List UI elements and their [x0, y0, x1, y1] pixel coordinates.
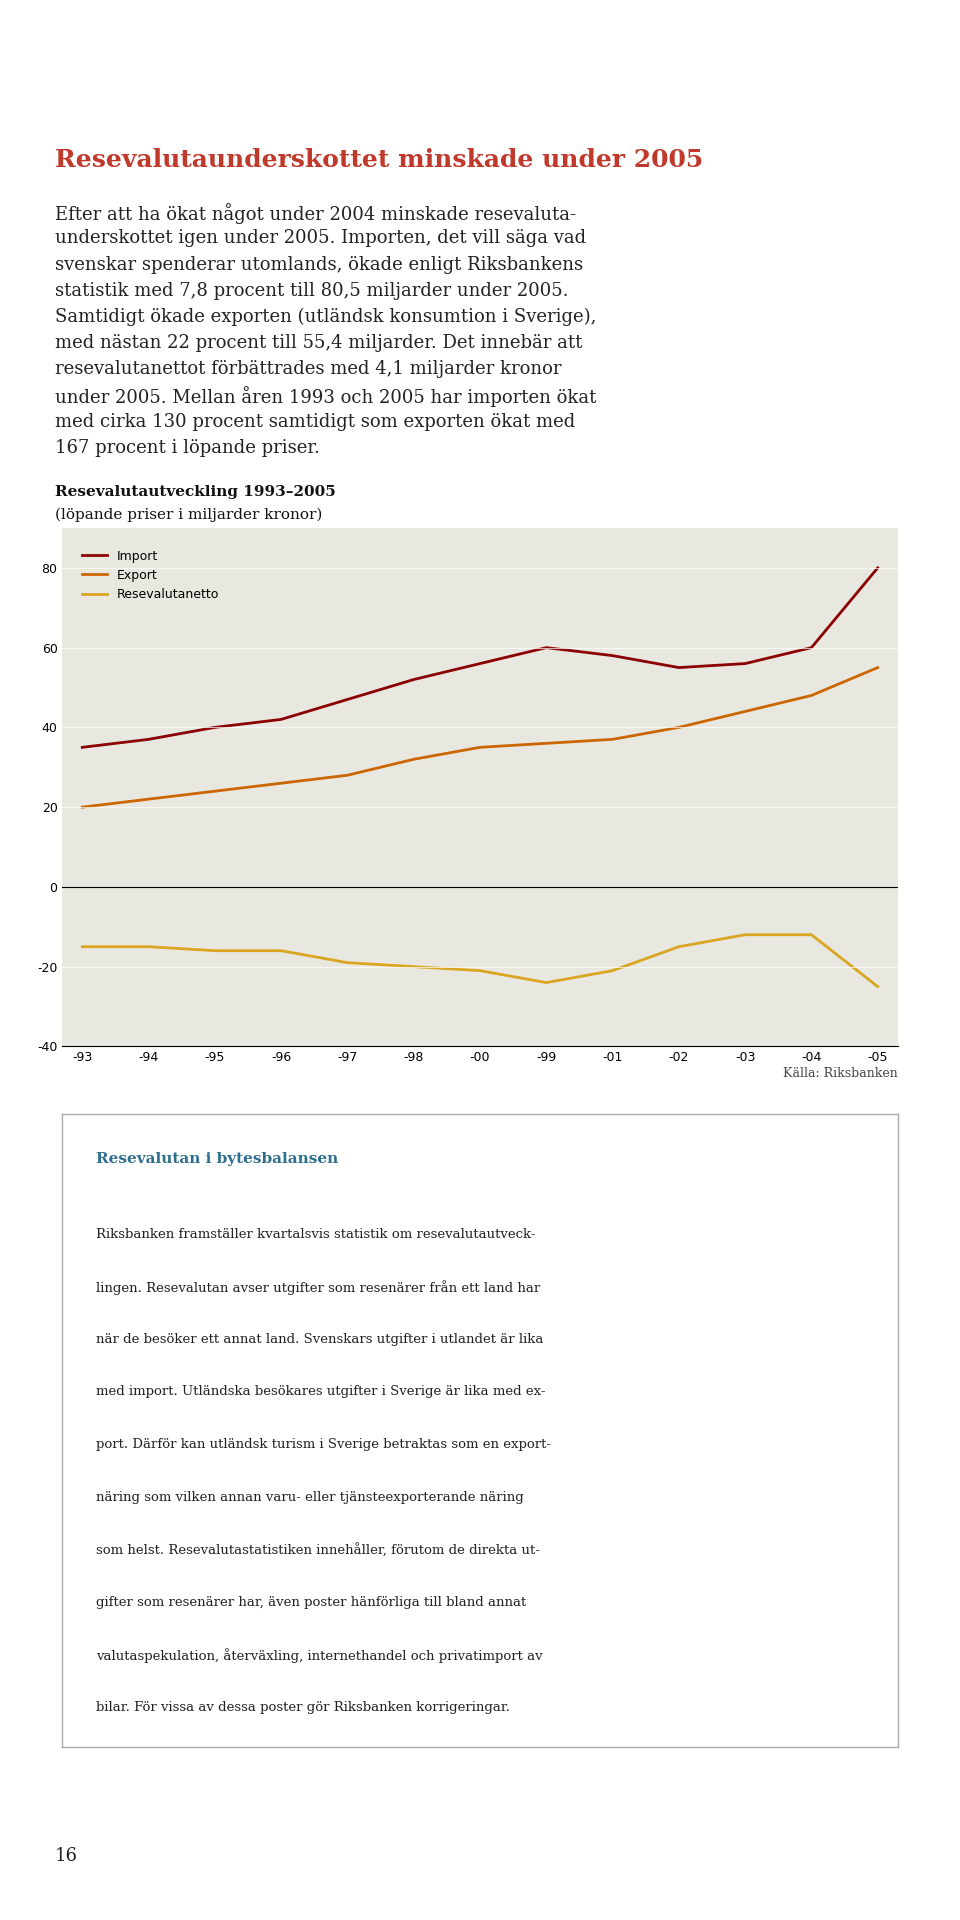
Text: gifter som resenärer har, även poster hänförliga till bland annat: gifter som resenärer har, även poster hä…: [96, 1596, 526, 1609]
Text: svenskar spenderar utomlands, ökade enligt Riksbankens: svenskar spenderar utomlands, ökade enli…: [55, 255, 583, 273]
Text: Efter att ha ökat något under 2004 minskade resevaluta-: Efter att ha ökat något under 2004 minsk…: [55, 204, 576, 225]
Text: statistik med 7,8 procent till 80,5 miljarder under 2005.: statistik med 7,8 procent till 80,5 milj…: [55, 282, 568, 300]
Text: med cirka 130 procent samtidigt som exporten ökat med: med cirka 130 procent samtidigt som expo…: [55, 413, 575, 430]
Text: TURISTNÄRINGENS EKONOMI: TURISTNÄRINGENS EKONOMI: [38, 31, 242, 44]
Text: som helst. Resevalutastatistiken innehåller, förutom de direkta ut-: som helst. Resevalutastatistiken innehål…: [96, 1544, 540, 1557]
Text: med nästan 22 procent till 55,4 miljarder. Det innebär att: med nästan 22 procent till 55,4 miljarde…: [55, 334, 583, 351]
Text: Resevalutaunderskottet minskade under 2005: Resevalutaunderskottet minskade under 20…: [55, 148, 704, 171]
Text: (löpande priser i miljarder kronor): (löpande priser i miljarder kronor): [55, 507, 323, 522]
Text: näring som vilken annan varu- eller tjänsteexporterande näring: näring som vilken annan varu- eller tjän…: [96, 1490, 523, 1503]
Text: bilar. För vissa av dessa poster gör Riksbanken korrigeringar.: bilar. För vissa av dessa poster gör Rik…: [96, 1701, 510, 1715]
Text: Källa: Riksbanken: Källa: Riksbanken: [782, 1068, 898, 1079]
Text: underskottet igen under 2005. Importen, det vill säga vad: underskottet igen under 2005. Importen, …: [55, 228, 587, 248]
Text: valutaspekulation, återväxling, internethandel och privatimport av: valutaspekulation, återväxling, internet…: [96, 1649, 542, 1663]
Text: Resevalutautveckling 1993–2005: Resevalutautveckling 1993–2005: [55, 486, 336, 499]
Text: 16: 16: [55, 1847, 78, 1864]
Text: när de besöker ett annat land. Svenskars utgifter i utlandet är lika: när de besöker ett annat land. Svenskars…: [96, 1332, 543, 1346]
Text: Resevalutan i bytesbalansen: Resevalutan i bytesbalansen: [96, 1152, 338, 1165]
Text: med import. Utländska besökares utgifter i Sverige är lika med ex-: med import. Utländska besökares utgifter…: [96, 1386, 545, 1398]
Text: port. Därför kan utländsk turism i Sverige betraktas som en export-: port. Därför kan utländsk turism i Sveri…: [96, 1438, 551, 1452]
Text: resevalutanettot förbättrades med 4,1 miljarder kronor: resevalutanettot förbättrades med 4,1 mi…: [55, 361, 562, 378]
Text: 167 procent i löpande priser.: 167 procent i löpande priser.: [55, 440, 320, 457]
Text: Riksbanken framställer kvartalsvis statistik om resevalutautveck-: Riksbanken framställer kvartalsvis stati…: [96, 1227, 536, 1240]
Text: under 2005. Mellan åren 1993 och 2005 har importen ökat: under 2005. Mellan åren 1993 och 2005 ha…: [55, 386, 596, 407]
Text: lingen. Resevalutan avser utgifter som resenärer från ett land har: lingen. Resevalutan avser utgifter som r…: [96, 1281, 540, 1296]
Text: Samtidigt ökade exporten (utländsk konsumtion i Sverige),: Samtidigt ökade exporten (utländsk konsu…: [55, 307, 596, 326]
Legend: Import, Export, Resevalutanetto: Import, Export, Resevalutanetto: [77, 545, 225, 607]
